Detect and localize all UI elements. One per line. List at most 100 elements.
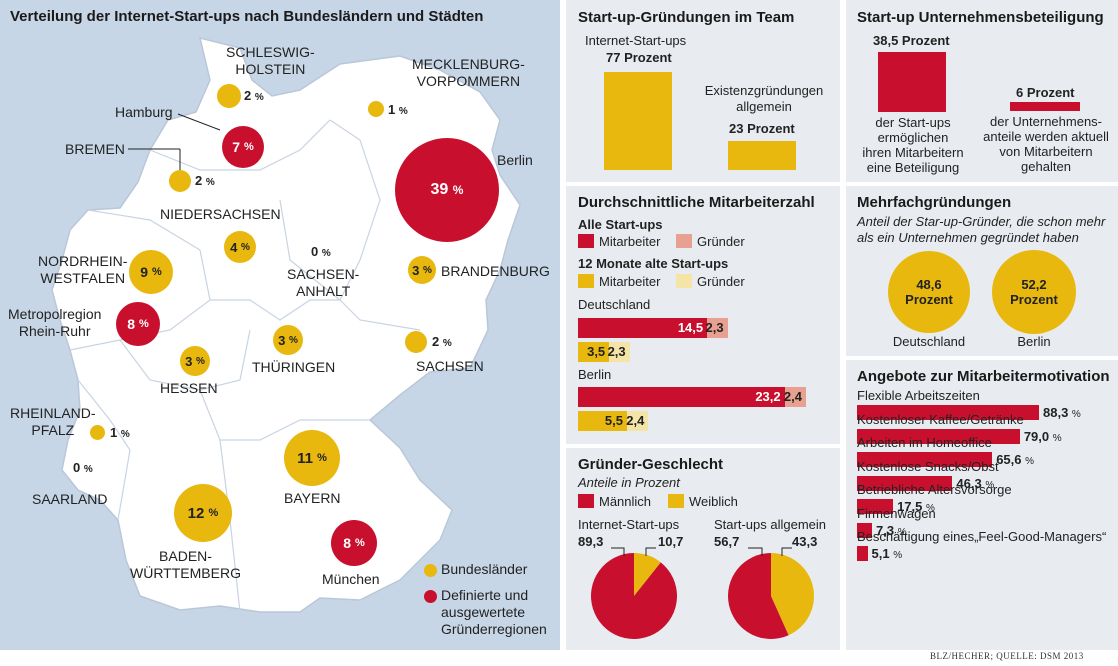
mitarbeiter-title: Durchschnittliche Mitarbeiterzahl xyxy=(578,194,815,211)
legend-regions-dot xyxy=(424,590,437,603)
mitarbeiter-group1-title: Alle Start-ups xyxy=(578,217,663,232)
legend-regions-label: Definierte und ausgewertete Gründerregio… xyxy=(441,587,547,637)
bubble-rheinland-pfalz xyxy=(90,425,105,440)
connector-lines xyxy=(128,113,221,170)
label-bayern: BAYERN xyxy=(284,490,341,506)
value-mecklenburg: 1 % xyxy=(388,102,408,117)
team-panel: Start-up-Gründungen im Team Internet-Sta… xyxy=(566,0,840,182)
pie1-label: Internet-Start-ups xyxy=(578,517,680,532)
pie-charts xyxy=(591,547,814,639)
team-general-label: Existenzgründungen allgemein xyxy=(704,83,824,114)
label-mecklenburg: MECKLENBURG- VORPOMMERN xyxy=(412,56,525,89)
beteiligung-bar-a xyxy=(878,52,946,112)
bubble-schleswig-holstein xyxy=(217,84,241,108)
legend-group2-founders: Gründer xyxy=(676,274,745,289)
map-title: Verteilung der Internet-Start-ups nach B… xyxy=(10,8,484,25)
bubble-niedersachsen: 4 % xyxy=(224,231,256,263)
mitarbeiter-de-label: Deutschland xyxy=(578,297,651,312)
beteiligung-a-caption: der Start-ups ermöglichen ihren Mitarbei… xyxy=(862,115,964,175)
label-rhein-ruhr: Metropolregion Rhein-Ruhr xyxy=(8,306,102,339)
pie2-female-value: 43,3 xyxy=(792,534,818,549)
team-title: Start-up-Gründungen im Team xyxy=(578,9,795,26)
mehrfach-subtitle: Anteil der Star-up-Gründer, die schon me… xyxy=(857,214,1106,245)
legend-male: Männlich xyxy=(578,494,651,509)
pie1-female-value: 10,7 xyxy=(658,534,684,549)
bubble-bayern: 11 % xyxy=(284,430,340,486)
bar-berlin-12m-employees: 5,5 xyxy=(578,411,627,431)
value-saarland: 0 % xyxy=(73,460,93,475)
motivation-bar xyxy=(857,452,993,467)
label-sachsen: SACHSEN xyxy=(416,358,484,374)
pie-slice-female xyxy=(771,553,814,636)
bubble-brandenburg: 3 % xyxy=(408,256,436,284)
legend-states-dot xyxy=(424,564,437,577)
geschlecht-panel: Gründer-Geschlecht Anteile in Prozent Mä… xyxy=(566,448,840,650)
motivation-bar xyxy=(857,405,1039,420)
bubble-muenchen: 8 % xyxy=(331,520,377,566)
legend-group1-employees: Mitarbeiter xyxy=(578,234,660,249)
bubble-bremen xyxy=(169,170,191,192)
label-bremen: BREMEN xyxy=(65,141,125,157)
label-rheinland-pfalz: RHEINLAND- PFALZ xyxy=(10,405,96,438)
mehrfach-panel: Mehrfachgründungen Anteil der Star-up-Gr… xyxy=(846,186,1118,356)
motivation-value: 46,3 % xyxy=(956,475,995,491)
motivation-value: 65,6 % xyxy=(996,452,1035,467)
motivation-title: Angebote zur Mitarbeitermotivation xyxy=(857,368,1110,385)
label-niedersachsen: NIEDERSACHSEN xyxy=(160,206,281,222)
geschlecht-subtitle: Anteile in Prozent xyxy=(578,475,680,490)
label-sachsen-anhalt: SACHSEN- ANHALT xyxy=(287,266,360,299)
motivation-label: Kostenloser Kaffee/Getränke xyxy=(857,411,1024,427)
motivation-bar xyxy=(857,546,868,561)
bar-berlin-all-employees: 23,2 xyxy=(578,387,785,407)
mehrfach-bubble-berlin: 52,2 Prozent xyxy=(991,249,1077,335)
motivation-label: Beschäftigung eines„Feel-Good-Managers“ xyxy=(857,529,1107,544)
label-nordrhein-westfalen: NORDRHEIN- WESTFALEN xyxy=(38,253,128,286)
bar-berlin-all-founders: 2,4 xyxy=(784,387,806,407)
bubble-rhein-ruhr: 8 % xyxy=(116,302,160,346)
label-hamburg: Hamburg xyxy=(115,104,173,120)
team-internet-value: 77 Prozent xyxy=(606,50,672,65)
motivation-label: Arbeiten im Homeoffice xyxy=(857,435,992,450)
label-berlin: Berlin xyxy=(497,152,533,168)
beteiligung-b-value: 6 Prozent xyxy=(1016,85,1075,100)
beteiligung-bar-b xyxy=(1010,102,1080,112)
legend-group2-employees: Mitarbeiter xyxy=(578,274,660,289)
legend-group1-founders: Gründer xyxy=(676,234,745,249)
pie-slice-male xyxy=(728,553,789,639)
motivation-value: 17,5 % xyxy=(897,499,935,514)
mitarbeiter-group2-title: 12 Monate alte Start-ups xyxy=(578,256,729,271)
map-panel: Verteilung der Internet-Start-ups nach B… xyxy=(0,0,560,650)
pie1-male-value: 89,3 xyxy=(578,534,604,549)
mehrfach-bubble-de: 48,6 Prozent xyxy=(888,251,970,333)
bar-de-12m-founders: 2,3 xyxy=(608,342,630,362)
bubble-hessen: 3 % xyxy=(180,346,210,376)
motivation-bar xyxy=(857,475,953,491)
beteiligung-a-value: 38,5 Prozent xyxy=(873,33,950,48)
beteiligung-panel: Start-up Unternehmensbeteiligung 38,5 Pr… xyxy=(846,0,1118,182)
label-muenchen: München xyxy=(322,571,380,587)
team-bar-general xyxy=(728,140,796,170)
motivation-label: Flexible Arbeitszeiten xyxy=(857,388,980,403)
pie-slice-male xyxy=(591,553,677,639)
motivation-label: Firmenwagen xyxy=(857,505,936,521)
bubble-sachsen xyxy=(405,331,427,353)
motivation-value: 7,3 % xyxy=(876,522,907,538)
mitarbeiter-panel: Durchschnittliche Mitarbeiterzahl Alle S… xyxy=(566,186,840,444)
team-internet-label: Internet-Start-ups xyxy=(585,33,687,48)
motivation-label: Kostenlose Snacks/Obst xyxy=(857,458,999,474)
bar-berlin-12m-founders: 2,4 xyxy=(626,411,649,431)
beteiligung-b-caption: der Unternehmens- anteile werden aktuell… xyxy=(983,114,1109,174)
pie2-label: Start-ups allgemein xyxy=(714,517,826,532)
geschlecht-title: Gründer-Geschlecht xyxy=(578,456,724,473)
label-schleswig-holstein: SCHLESWIG- HOLSTEIN xyxy=(226,44,315,77)
value-sachsen: 2 % xyxy=(432,334,452,349)
motivation-label: Betriebliche Altersvorsorge xyxy=(857,482,1012,497)
motivation-value: 88,3 % xyxy=(1043,405,1081,420)
label-saarland: SAARLAND xyxy=(32,491,108,507)
legend-female: Weiblich xyxy=(668,494,738,509)
value-rheinland-pfalz: 1 % xyxy=(110,425,130,440)
label-hessen: HESSEN xyxy=(160,380,218,396)
bubble-thueringen: 3 % xyxy=(273,325,303,355)
motivation-value: 5,1 % xyxy=(871,546,903,561)
mehrfach-de-label: Deutschland xyxy=(892,334,966,349)
